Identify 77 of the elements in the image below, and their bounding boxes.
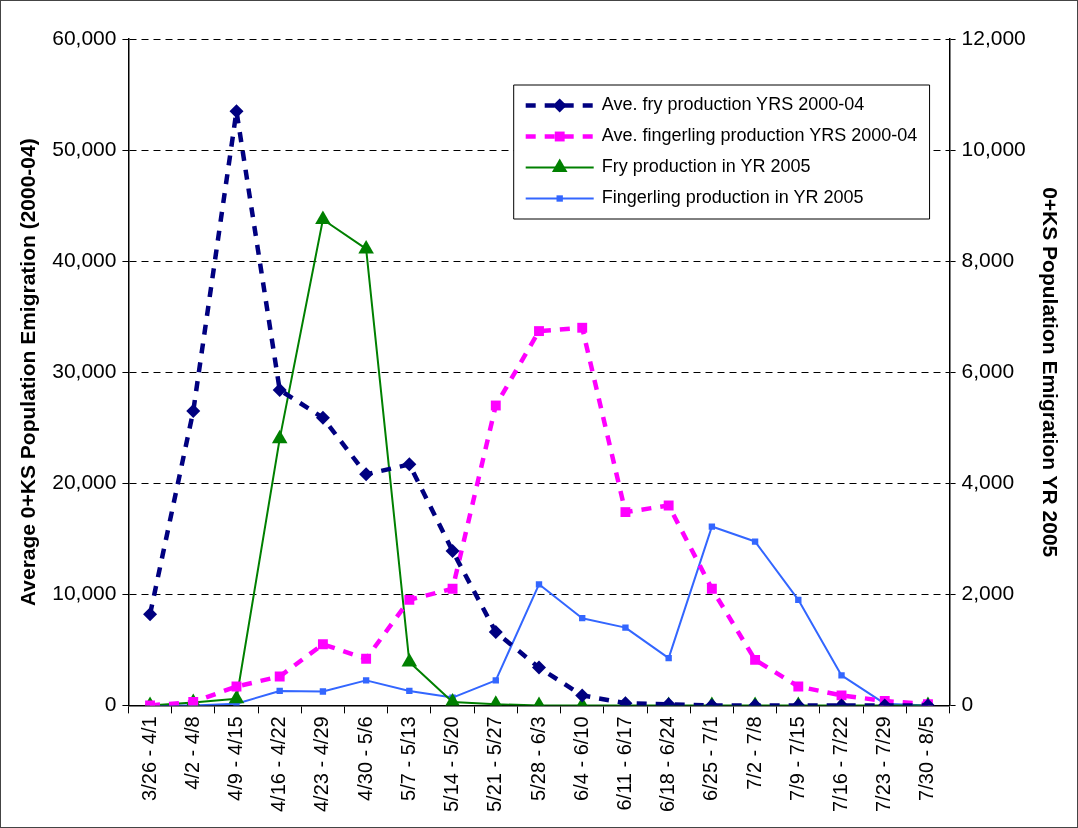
y-tick-label: 20,000 (52, 470, 117, 494)
point (406, 687, 413, 695)
y-tick-label: 50,000 (52, 136, 117, 160)
point (319, 688, 327, 695)
point (488, 625, 503, 640)
x-tick-label: 4/2 - 4/8 (180, 716, 203, 790)
point (663, 500, 674, 511)
legend-label: Ave. fingerling production YRS 2000-04 (601, 125, 918, 146)
point (445, 544, 460, 558)
x-tick-label: 4/16 - 4/22 (267, 716, 290, 812)
point (143, 607, 158, 622)
point (317, 639, 328, 650)
y2-tick-label: 6,000 (961, 358, 1015, 382)
x-tick-label: 5/28 - 6/3 (526, 716, 549, 801)
x-tick-label: 5/14 - 5/20 (440, 716, 463, 812)
point (532, 660, 546, 675)
point (315, 210, 331, 224)
x-tick-label: 3/26 - 4/1 (137, 716, 160, 801)
y2-tick-label: 0 (961, 692, 974, 716)
y-axis-title: Average 0+KS Population Emigration (2000-04) (16, 138, 40, 607)
point (706, 583, 717, 594)
y2-tick-label: 8,000 (961, 247, 1015, 271)
point (622, 624, 629, 631)
point (534, 326, 544, 337)
point (665, 654, 672, 662)
point (793, 681, 804, 692)
point (186, 404, 201, 419)
point (272, 382, 287, 397)
point (274, 671, 285, 682)
point (315, 410, 330, 425)
y-tick-label: 0 (104, 692, 117, 716)
x-tick-label: 4/30 - 5/6 (353, 716, 376, 801)
point (575, 688, 590, 703)
y-tick-label: 60,000 (52, 25, 117, 49)
y2-tick-label: 4,000 (961, 470, 1015, 494)
y2-tick-label: 2,000 (961, 581, 1015, 605)
point (838, 672, 845, 679)
legend-label: Fry production in YR 2005 (601, 156, 811, 177)
point (229, 104, 244, 119)
x-tick-label: 6/11 - 6/17 (612, 716, 635, 811)
point (404, 594, 415, 605)
y2-tick-label: 10,000 (961, 136, 1026, 160)
y-tick-label: 10,000 (52, 581, 117, 605)
y2-tick-label: 12,000 (961, 25, 1026, 49)
point (577, 322, 588, 333)
y-tick-label: 30,000 (52, 358, 117, 382)
x-tick-label: 7/16 - 7/22 (829, 716, 852, 812)
point (492, 677, 499, 684)
x-tick-label: 4/23 - 4/29 (310, 716, 333, 812)
point (447, 583, 458, 594)
y-tick-label: 40,000 (52, 247, 117, 271)
legend-label: Ave. fry production YRS 2000-04 (601, 94, 865, 115)
point (750, 654, 761, 665)
point (401, 653, 418, 667)
point (362, 677, 370, 684)
x-tick-label: 6/25 - 7/1 (699, 716, 722, 801)
point (271, 429, 288, 444)
legend-label: Fingerling production in YR 2005 (601, 187, 864, 208)
point (620, 507, 631, 518)
x-tick-label: 7/30 - 8/5 (915, 716, 938, 801)
point (402, 457, 417, 472)
x-tick-label: 5/7 - 5/13 (396, 716, 419, 801)
x-tick-label: 6/4 - 6/10 (569, 716, 592, 801)
point (358, 239, 374, 254)
point (708, 523, 716, 530)
point (751, 538, 759, 545)
x-tick-label: 7/23 - 7/29 (872, 716, 895, 812)
x-tick-label: 7/2 - 7/8 (742, 716, 765, 790)
point (188, 697, 199, 706)
x-tick-label: 5/21 - 5/27 (483, 716, 506, 812)
point (490, 400, 501, 411)
y2-axis-title: 0+KS Population Emigration YR 2005 (1038, 187, 1062, 558)
x-tick-label: 4/9 - 4/15 (223, 716, 246, 801)
point (359, 467, 374, 482)
x-tick-label: 7/9 - 7/15 (785, 716, 808, 801)
point (361, 653, 372, 664)
x-tick-label: 6/18 - 6/24 (656, 716, 679, 812)
